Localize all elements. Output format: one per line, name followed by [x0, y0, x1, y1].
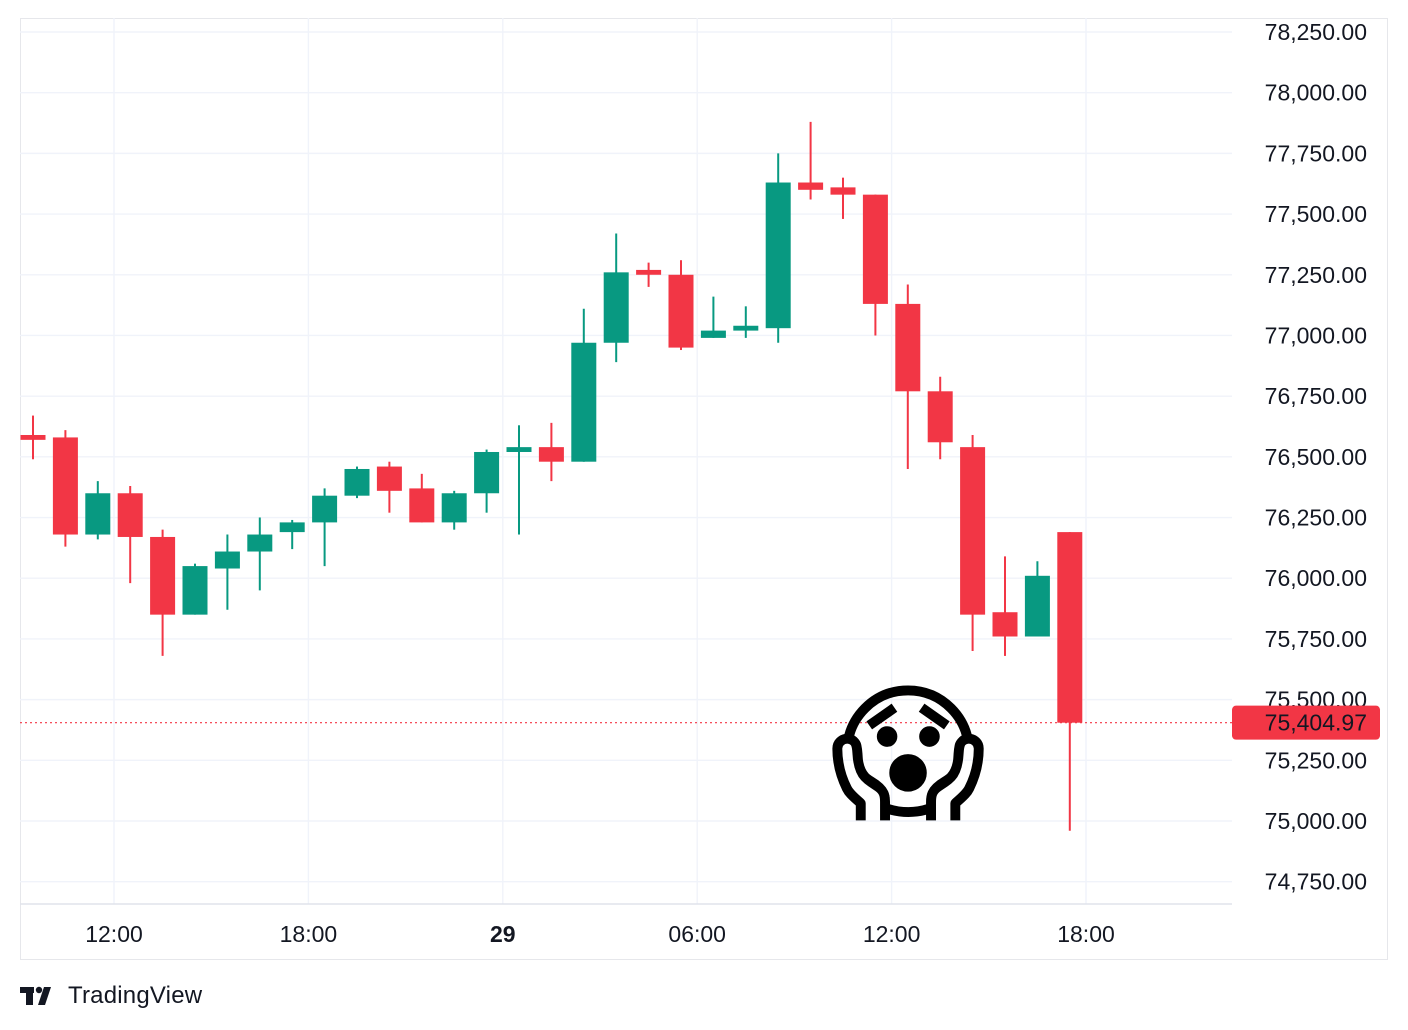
candle-body — [214, 551, 240, 569]
candle[interactable] — [830, 177, 856, 219]
price-axis[interactable]: 78,250.00 78,000.00 77,750.00 77,500.00 77,2… — [1265, 19, 1367, 895]
candle-body — [376, 466, 402, 491]
candle[interactable] — [798, 121, 824, 200]
candle[interactable] — [214, 534, 240, 610]
candle-body — [798, 182, 824, 190]
time-tick-label: 12:00 — [85, 921, 143, 947]
candle[interactable] — [279, 519, 305, 550]
candle[interactable] — [312, 488, 338, 567]
candle-body — [668, 274, 694, 348]
candle-body — [474, 451, 500, 494]
candle-body — [927, 391, 953, 443]
price-tick-label: 76,500.00 — [1265, 444, 1367, 470]
last-price-label: 75,404.97 — [1232, 705, 1380, 740]
candle-body — [441, 493, 467, 523]
candle-body — [538, 447, 564, 462]
time-tick-label: 12:00 — [863, 921, 921, 947]
candle[interactable] — [927, 376, 953, 460]
time-tick-label: 06:00 — [668, 921, 726, 947]
price-tick-label: 76,750.00 — [1265, 383, 1367, 409]
candle-body — [830, 187, 856, 195]
last-price-label-bg — [1232, 705, 1380, 740]
time-tick-label: 29 — [490, 921, 516, 947]
candle-body — [862, 194, 888, 304]
candle-body — [52, 437, 78, 535]
last-price-label-text: 75,404.97 — [1265, 710, 1367, 736]
candle[interactable] — [992, 556, 1018, 656]
price-tick-label: 77,500.00 — [1265, 201, 1367, 227]
price-tick-label: 78,250.00 — [1265, 19, 1367, 45]
price-tick-label: 74,750.00 — [1265, 869, 1367, 895]
candle-body — [409, 488, 435, 523]
candle[interactable] — [700, 296, 726, 338]
candle-body — [182, 566, 208, 615]
candle[interactable] — [636, 262, 662, 287]
grid-layer — [20, 18, 1232, 904]
price-tick-label: 78,000.00 — [1265, 80, 1367, 106]
candle-body — [992, 612, 1018, 637]
candle[interactable] — [1024, 561, 1050, 637]
candle-body — [20, 434, 46, 440]
time-tick-label: 18:00 — [1057, 921, 1115, 947]
price-tick-label: 75,250.00 — [1265, 747, 1367, 773]
time-tick-label: 18:00 — [280, 921, 338, 947]
candle[interactable] — [150, 529, 176, 656]
candle[interactable] — [247, 517, 273, 591]
candle[interactable] — [182, 563, 208, 615]
candle-body — [603, 272, 629, 343]
candle-body — [733, 325, 759, 331]
candle-body — [636, 269, 662, 275]
candle[interactable] — [733, 306, 759, 338]
candle-body — [700, 330, 726, 338]
candle-body — [960, 447, 986, 615]
candle[interactable] — [603, 233, 629, 363]
candle-body — [1024, 575, 1050, 637]
price-tick-label: 76,000.00 — [1265, 565, 1367, 591]
chart-frame — [20, 18, 1388, 960]
candle[interactable] — [668, 260, 694, 351]
candle-layer — [20, 121, 1083, 831]
candle-body — [85, 493, 111, 535]
price-tick-label: 77,000.00 — [1265, 322, 1367, 348]
candle-body — [247, 534, 273, 552]
candle-body — [895, 303, 921, 392]
price-tick-label: 75,750.00 — [1265, 626, 1367, 652]
price-tick-label: 77,750.00 — [1265, 140, 1367, 166]
candle-body — [1057, 532, 1083, 723]
tradingview-wordmark: TradingView — [68, 982, 203, 1009]
candle[interactable] — [52, 430, 78, 547]
price-tick-label: 76,250.00 — [1265, 505, 1367, 531]
face-screaming-in-fear-icon: 😱 — [830, 670, 986, 838]
candle[interactable] — [960, 434, 986, 652]
price-tick-label: 77,250.00 — [1265, 262, 1367, 288]
candle-body — [571, 342, 597, 462]
candle-body — [344, 468, 370, 496]
candle-body — [150, 536, 176, 615]
candle[interactable] — [538, 422, 564, 482]
candle[interactable] — [409, 473, 435, 523]
candle[interactable] — [862, 194, 888, 336]
candle[interactable] — [20, 415, 46, 460]
time-axis[interactable]: 12:00 18:00 29 06:00 12:00 18:00 — [85, 921, 1115, 947]
candle[interactable] — [474, 449, 500, 513]
candle-body — [765, 182, 791, 329]
candle-body — [117, 493, 143, 537]
candle[interactable] — [571, 308, 597, 462]
candle-body — [279, 522, 305, 533]
tradingview-logo-icon — [20, 986, 51, 1005]
candle[interactable] — [1057, 532, 1083, 831]
candle[interactable] — [376, 461, 402, 513]
candle[interactable] — [895, 284, 921, 469]
tradingview-logo[interactable]: TradingView — [20, 980, 202, 1012]
price-tick-label: 75,000.00 — [1265, 808, 1367, 834]
candle-body — [312, 495, 338, 523]
candle[interactable] — [765, 153, 791, 343]
candle-body — [506, 447, 532, 452]
candle[interactable] — [85, 481, 111, 540]
candle[interactable] — [117, 485, 143, 584]
candle[interactable] — [506, 425, 532, 535]
candle[interactable] — [441, 490, 467, 530]
candlestick-chart[interactable]: 78,250.00 78,000.00 77,750.00 77,500.00 77,2… — [0, 0, 1408, 975]
candle[interactable] — [344, 466, 370, 499]
